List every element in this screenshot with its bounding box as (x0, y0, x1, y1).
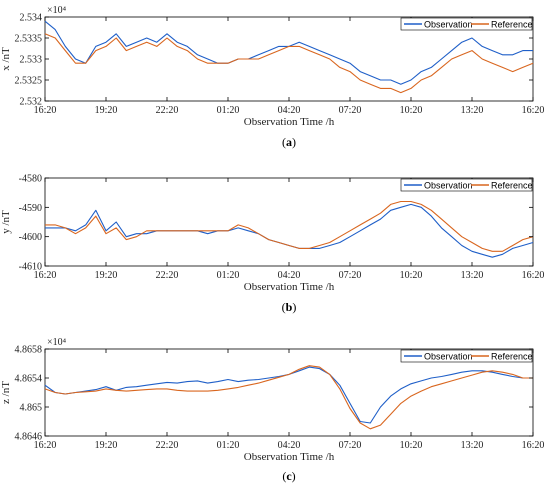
y-exponent-label: ×10⁴ (47, 5, 67, 16)
y-tick-label: 2.534 (20, 13, 43, 24)
x-tick-label: 10:20 (400, 270, 423, 281)
plot-area (44, 348, 534, 437)
legend: Observation Reference (400, 349, 533, 363)
legend-box (400, 349, 533, 363)
y-axis-label: z /nT (0, 381, 12, 404)
series-line-reference (44, 33, 534, 94)
x-tick-label: 19:20 (95, 105, 118, 116)
y-tick-label: -4580 (19, 174, 42, 185)
panel-c: 16:20 19:20 22:20 01:20 04:20 07:20 10:20 13:20… (0, 337, 544, 483)
panel-a: 16:20 19:20 22:20 01:20 04:20 07:20 10:20 13:20… (0, 5, 544, 149)
x-tick-label: 16:20 (34, 270, 57, 281)
legend-box (400, 17, 533, 31)
y-exponent-label: ×10⁴ (47, 337, 67, 348)
x-tick-label: 04:20 (278, 270, 301, 281)
legend-label-observation: Observation (424, 181, 473, 191)
y-tick-label: -4590 (19, 203, 42, 214)
panel-caption: (b) (282, 300, 297, 314)
panel-caption: (c) (282, 469, 295, 483)
y-tick-label: 2.5325 (15, 76, 43, 87)
panel-b: 16:20 19:20 22:20 01:20 04:20 07:20 10:20 13:20… (0, 174, 544, 315)
panel-caption: (a) (282, 135, 296, 149)
legend-label-reference: Reference (491, 352, 533, 362)
x-tick-label: 10:20 (400, 105, 423, 116)
y-tick-label: 4.8654 (15, 374, 43, 385)
legend-label-reference: Reference (491, 20, 533, 30)
x-tick-label: 10:20 (400, 440, 423, 451)
x-tick-label: 22:20 (156, 105, 179, 116)
y-tick-label: 2.533 (20, 55, 43, 66)
legend-label-observation: Observation (424, 352, 473, 362)
x-tick-label: 01:20 (217, 270, 240, 281)
x-tick-label: 01:20 (217, 440, 240, 451)
x-tick-label: 13:20 (461, 105, 484, 116)
x-tick-label: 16:20 (522, 440, 545, 451)
y-tick-label: -4600 (19, 232, 42, 243)
series-line-reference (44, 365, 533, 430)
x-axis-label: Observation Time /h (244, 281, 335, 293)
x-tick-label: 07:20 (339, 105, 362, 116)
series-line-reference (45, 200, 534, 252)
plot-area (44, 177, 534, 267)
x-tick-label: 16:20 (34, 105, 57, 116)
y-tick-label: 2.5335 (15, 34, 43, 45)
x-tick-label: 16:20 (522, 105, 545, 116)
legend-label-reference: Reference (491, 181, 533, 191)
x-tick-label: 07:20 (339, 270, 362, 281)
x-tick-label: 04:20 (278, 105, 301, 116)
y-tick-label: 2.532 (20, 97, 43, 108)
legend: Observation Reference (400, 178, 533, 192)
y-tick-label: 4.8658 (15, 345, 43, 356)
x-tick-label: 07:20 (339, 440, 362, 451)
x-tick-label: 04:20 (278, 440, 301, 451)
x-tick-label: 19:20 (95, 440, 118, 451)
x-tick-label: 13:20 (461, 440, 484, 451)
x-axis-label: Observation Time /h (244, 116, 335, 128)
y-tick-label: 4.865 (20, 403, 43, 414)
x-tick-label: 16:20 (522, 270, 545, 281)
x-tick-label: 22:20 (156, 270, 179, 281)
x-axis-label: Observation Time /h (244, 451, 335, 463)
y-axis-label: y /nT (0, 210, 12, 234)
legend: Observation Reference (400, 17, 533, 31)
x-tick-label: 13:20 (461, 270, 484, 281)
x-tick-label: 16:20 (34, 440, 57, 451)
y-axis-label: x /nT (0, 47, 12, 71)
x-tick-label: 01:20 (217, 105, 240, 116)
y-tick-label: 4.8646 (15, 432, 43, 443)
legend-label-observation: Observation (424, 20, 473, 30)
legend-box (400, 178, 533, 192)
x-tick-label: 22:20 (156, 440, 179, 451)
y-tick-label: -4610 (19, 262, 42, 273)
x-tick-label: 19:20 (95, 270, 118, 281)
